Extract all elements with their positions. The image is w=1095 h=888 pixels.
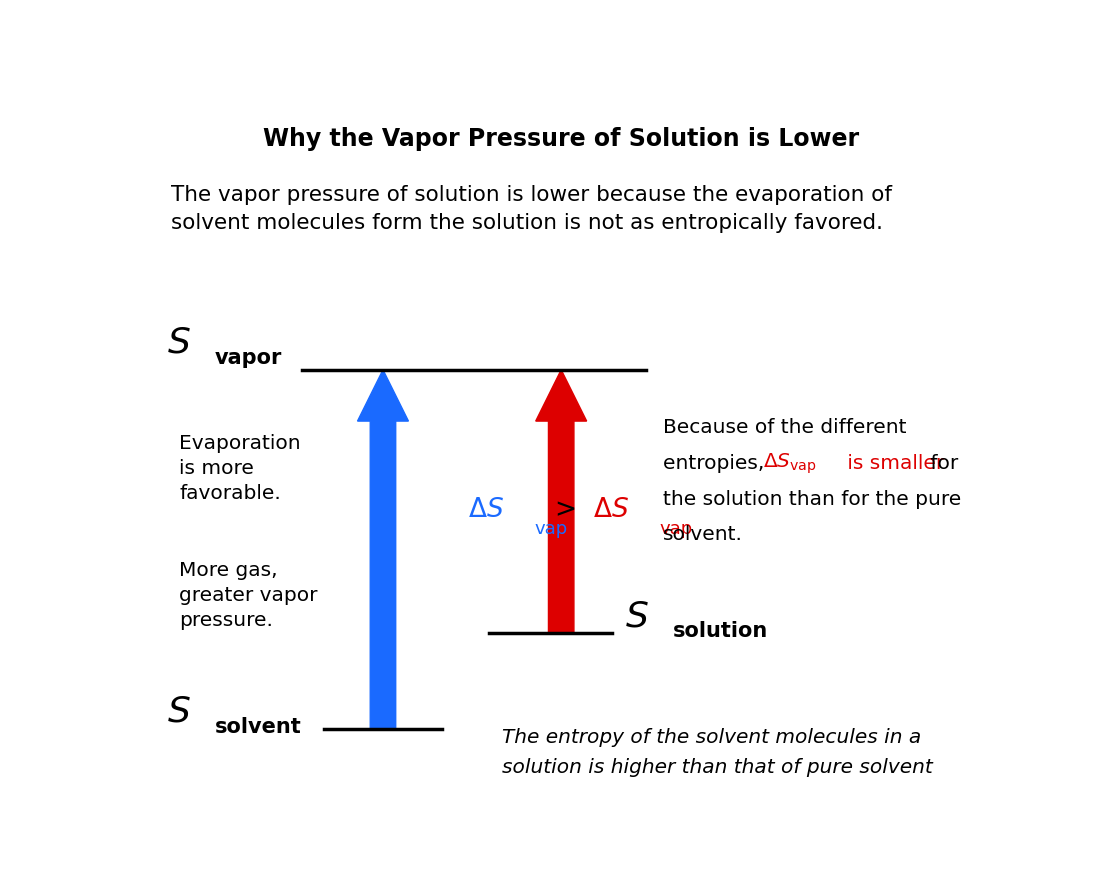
Text: $\mathit{S}$: $\mathit{S}$ <box>625 599 648 633</box>
Text: $\Delta \mathit{S}_\mathrm{vap}$: $\Delta \mathit{S}_\mathrm{vap}$ <box>763 451 817 476</box>
FancyArrow shape <box>357 369 408 729</box>
Text: The entropy of the solvent molecules in a: The entropy of the solvent molecules in … <box>502 728 921 747</box>
Text: $\Delta \mathit{S}$: $\Delta \mathit{S}$ <box>468 497 504 523</box>
Text: More gas,
greater vapor
pressure.: More gas, greater vapor pressure. <box>180 561 318 630</box>
Text: for: for <box>924 454 958 473</box>
Text: solution is higher than that of pure solvent: solution is higher than that of pure sol… <box>502 758 933 777</box>
Text: The vapor pressure of solution is lower because the evaporation of: The vapor pressure of solution is lower … <box>171 186 891 205</box>
Text: solution: solution <box>673 622 769 641</box>
Text: solvent molecules form the solution is not as entropically favored.: solvent molecules form the solution is n… <box>171 213 883 233</box>
Text: Why the Vapor Pressure of Solution is Lower: Why the Vapor Pressure of Solution is Lo… <box>263 127 860 151</box>
Text: Because of the different: Because of the different <box>664 418 907 438</box>
Text: $\Delta \mathit{S}$: $\Delta \mathit{S}$ <box>593 497 630 523</box>
Text: $\mathit{S}$: $\mathit{S}$ <box>166 694 191 729</box>
Text: entropies,: entropies, <box>664 454 771 473</box>
Text: vapor: vapor <box>215 348 283 368</box>
Text: vap: vap <box>534 520 567 538</box>
Text: solvent: solvent <box>215 717 302 737</box>
Text: vap: vap <box>659 520 693 538</box>
Text: >: > <box>554 497 576 523</box>
Text: is smaller: is smaller <box>841 454 945 473</box>
Text: solvent.: solvent. <box>664 525 742 544</box>
Text: $\mathit{S}$: $\mathit{S}$ <box>166 326 191 360</box>
Text: the solution than for the pure: the solution than for the pure <box>664 489 961 509</box>
FancyArrow shape <box>535 369 587 633</box>
Text: Evaporation
is more
favorable.: Evaporation is more favorable. <box>180 434 301 503</box>
